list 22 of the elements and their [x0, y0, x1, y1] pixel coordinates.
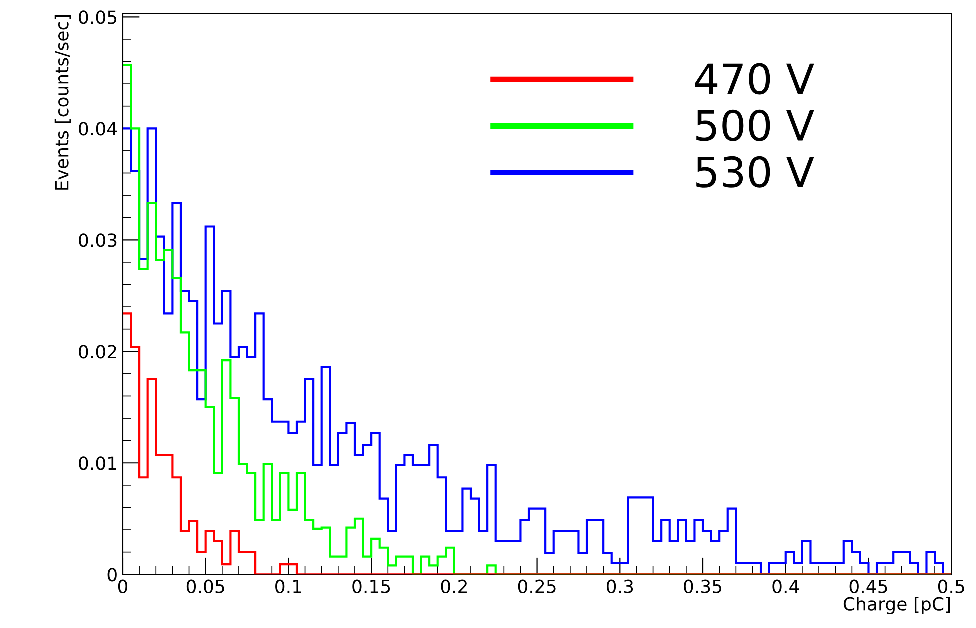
- x-tick-label: 0: [118, 580, 128, 594]
- legend-label: 470 V: [695, 63, 814, 95]
- y-axis-title: Events [counts/sec]: [54, 15, 71, 190]
- x-tick-label: 0.05: [186, 580, 224, 594]
- x-tick-label: 0.3: [606, 580, 634, 594]
- x-tick-label: 0.5: [938, 580, 964, 594]
- x-tick-label: 0.15: [352, 580, 390, 594]
- y-tick-label: 0.03: [79, 234, 117, 248]
- legend-label: 500 V: [696, 110, 814, 142]
- legend-label: 530 V: [696, 156, 814, 188]
- y-tick-label: 0: [108, 568, 117, 582]
- x-tick-label: 0.25: [518, 580, 556, 594]
- x-tick-label: 0.45: [850, 580, 888, 594]
- x-axis-title: Charge [pC]: [844, 596, 950, 614]
- x-tick-label: 0.4: [772, 580, 800, 594]
- y-tick-label: 0.01: [79, 456, 116, 470]
- y-tick-label: 0.05: [79, 10, 117, 24]
- x-tick-label: 0.35: [684, 580, 722, 594]
- y-tick-label: 0.04: [79, 122, 118, 136]
- x-tick-label: 0.1: [276, 580, 302, 594]
- x-tick-label: 0.2: [441, 580, 467, 594]
- y-tick-label: 0.02: [79, 345, 116, 359]
